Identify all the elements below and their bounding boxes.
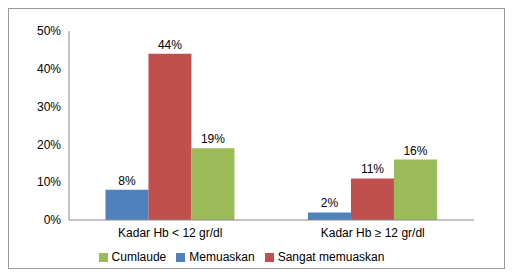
html-text:Sangat memuaskan: Sangat memuaskan: [277, 250, 385, 264]
svg-text:2%: 2%: [321, 196, 339, 210]
svg-text:Kadar Hb ≥ 12 gr/dl: Kadar Hb ≥ 12 gr/dl: [321, 226, 425, 240]
svg-text:20%: 20%: [37, 138, 61, 152]
html-text:Cumlaude: Cumlaude: [111, 250, 167, 264]
svg-text:40%: 40%: [37, 62, 61, 76]
svg-text:0%: 0%: [44, 213, 62, 227]
svg-text:8%: 8%: [118, 174, 136, 188]
svg-text:10%: 10%: [37, 175, 61, 189]
svg-text:16%: 16%: [403, 144, 427, 158]
svg-text:Kadar Hb < 12 gr/dl: Kadar Hb < 12 gr/dl: [118, 226, 222, 240]
svg-text:50%: 50%: [37, 24, 61, 38]
svg-text:11%: 11%: [361, 162, 384, 176]
svg-text:44%: 44%: [158, 38, 182, 52]
html-text:Memuaskan: Memuaskan: [189, 250, 255, 264]
svg-text:19%: 19%: [201, 132, 225, 146]
svg-text:30%: 30%: [37, 100, 61, 114]
